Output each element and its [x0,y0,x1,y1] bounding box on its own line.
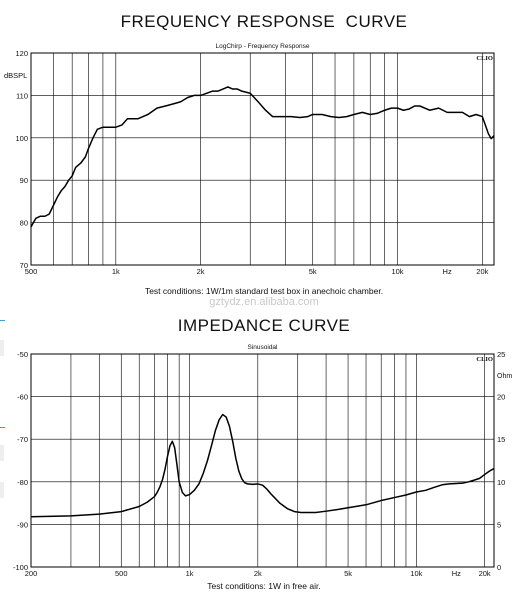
imp-right-y-tick-label: 15 [497,435,505,444]
imp-y-tick-label: -70 [17,435,28,444]
fr-y-tick-label: 70 [20,261,28,270]
imp-subtitle: Sinusoidal [248,344,279,351]
imp-x-tick-label: Hz [452,569,461,578]
imp-x-tick-label: 10k [410,569,422,578]
fr-x-tick-label: 500 [25,267,38,276]
frequency-response-test-conditions: Test conditions: 1W/1m standard test box… [144,286,384,296]
imp-clio-brand: CLIO [476,356,493,363]
left-edge-block [0,482,4,498]
imp-plot-frame [30,353,495,568]
fr-y-tick-label: 120 [15,49,28,58]
fr-y-tick-label: 110 [16,91,28,100]
fr-y-tick-label: 100 [15,134,28,143]
imp-y-tick-label: -80 [17,478,28,487]
left-edge-block [0,445,4,461]
left-edge-marker [0,320,5,321]
fr-x-tick-label: 1k [112,267,120,276]
imp-right-y-tick-label: 20 [497,393,505,402]
imp-x-tick-label: 2k [254,569,262,578]
impedance-test-conditions: Test conditions: 1W in free air. [207,581,321,591]
fr-x-tick-label: 10k [391,267,403,276]
imp-series-line [30,413,495,518]
imp-right-axis-unit: Ohm [497,373,512,380]
fr-y-tick-label: 90 [20,176,28,185]
fr-x-tick-label: 20k [476,267,488,276]
imp-y-tick-label: -90 [17,520,28,529]
fr-y-tick-label: 80 [20,219,28,228]
left-edge-marker [0,427,5,428]
impedance-heading: IMPEDANCE CURVE [177,316,351,335]
frequency-response-heading: FREQUENCY RESPONSE CURVE [120,12,408,31]
imp-right-y-tick-label: 25 [497,350,505,359]
imp-x-tick-label: 20k [479,569,491,578]
imp-right-y-tick-label: 10 [497,478,505,487]
imp-x-tick-label: 500 [115,569,128,578]
fr-series-line [30,86,495,228]
imp-y-tick-label: -100 [13,563,28,572]
fr-x-tick-label: Hz [443,267,452,276]
fr-x-tick-label: 5k [309,267,317,276]
imp-x-tick-label: 5k [344,569,352,578]
imp-right-y-tick-label: 0 [497,563,501,572]
imp-x-tick-label: 200 [25,569,38,578]
watermark-text: gztydz.en.alibaba.com [209,296,319,308]
imp-x-tick-label: 1k [186,569,194,578]
fr-clio-brand: CLIO [476,55,493,62]
fr-subtitle: LogChirp - Frequency Response [216,43,310,50]
imp-y-tick-label: -60 [17,393,28,402]
imp-y-tick-label: -50 [17,350,28,359]
fr-plot-frame [30,52,495,266]
left-edge-block [0,340,4,356]
fr-x-tick-label: 2k [197,267,205,276]
imp-right-y-tick-label: 5 [497,520,501,529]
fr-y-axis-label: dBSPL [4,71,27,80]
